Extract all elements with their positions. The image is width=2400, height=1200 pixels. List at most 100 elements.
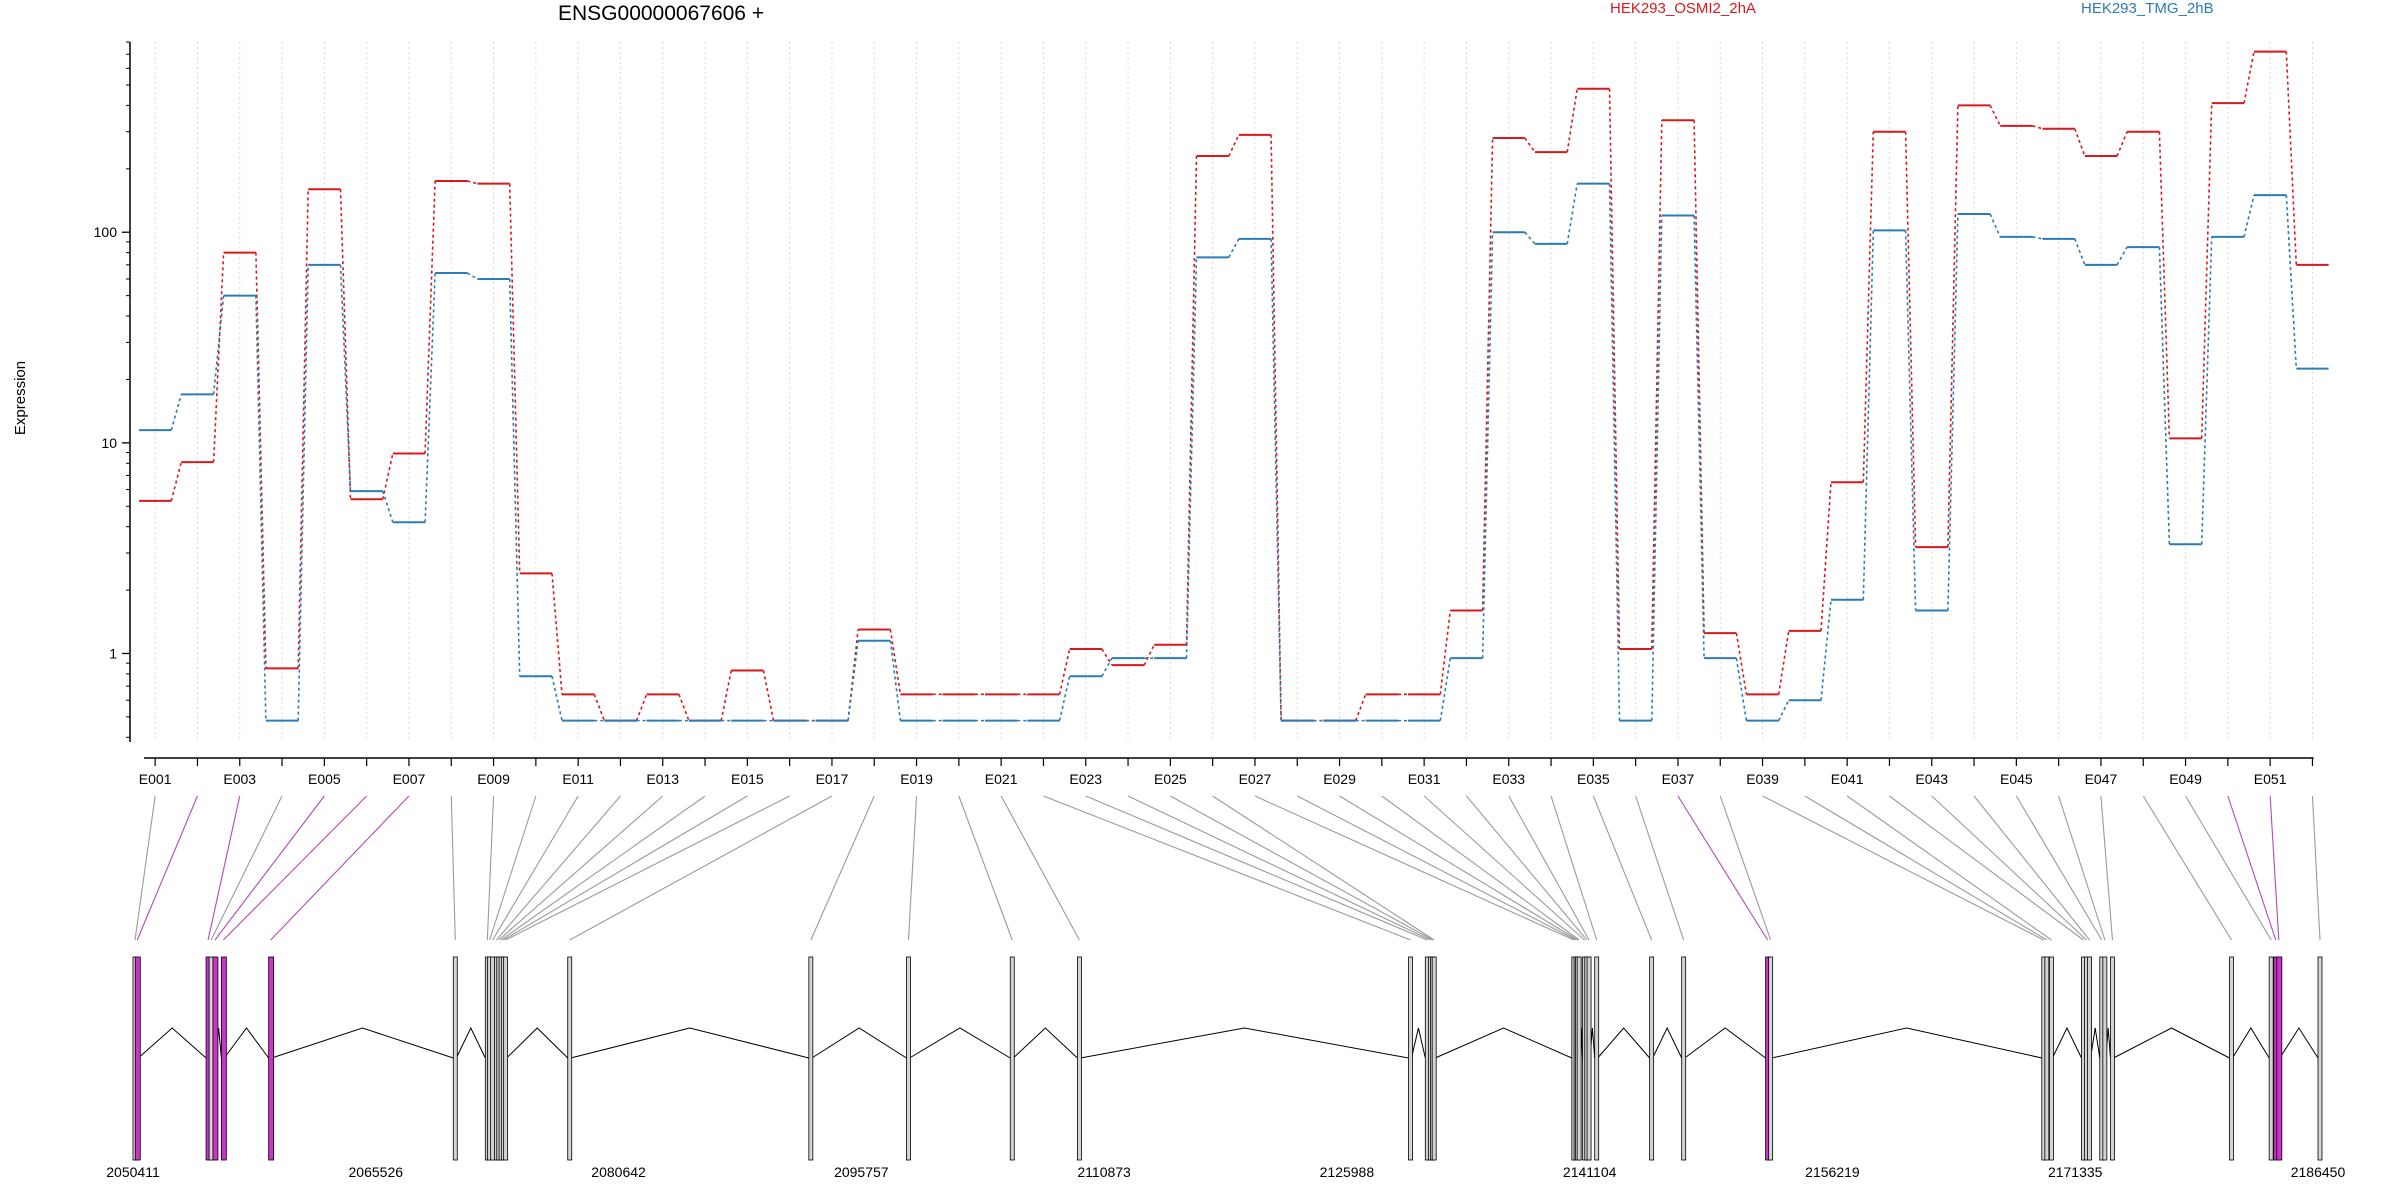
series-0-connector (2116, 131, 2128, 157)
series-0-connector (467, 180, 478, 185)
series-0-connector (1524, 137, 1536, 153)
exon-connector (503, 795, 748, 941)
series-0-connector (720, 670, 732, 721)
intron (1771, 1027, 2042, 1059)
exon-box (567, 956, 573, 1161)
connector-layer (134, 795, 2321, 941)
intron (2232, 1027, 2270, 1059)
series-0-connector (1777, 630, 1790, 695)
exon-box (906, 956, 911, 1161)
series-1-connector (508, 278, 521, 677)
series-0-connector (635, 694, 648, 721)
series-0-connector (2200, 103, 2213, 439)
series-1-connector (889, 640, 902, 721)
exon-connector (2058, 795, 2106, 941)
x-tick-label: E043 (1915, 771, 1948, 787)
series-layer (139, 50, 2329, 722)
exon-box (1408, 956, 1413, 1161)
x-tick-label: E027 (1239, 771, 1272, 787)
series-0-connector (678, 694, 690, 721)
exon-connector (450, 795, 456, 941)
x-tick-label: E041 (1831, 771, 1864, 787)
exon-box (452, 956, 458, 1161)
series-0-connector (1651, 120, 1663, 650)
x-tick-label: E025 (1154, 771, 1187, 787)
exon-box (212, 956, 219, 1161)
series-0-connector (255, 252, 267, 669)
exon-connector (1931, 795, 2087, 941)
genomic-tick-label: 2110873 (1077, 1164, 1131, 1180)
intron (811, 1027, 907, 1059)
page-title: ENSG00000067606 + (558, 2, 765, 25)
x-tick-label: E039 (1746, 771, 1779, 787)
exon-connector (134, 795, 156, 941)
x-tick-label: E035 (1577, 771, 1610, 787)
intron (2051, 1026, 2082, 1059)
exon-connector (2227, 795, 2277, 941)
exon-connector (1550, 795, 1598, 941)
x-tick-label: E013 (646, 771, 679, 787)
exon-box (503, 956, 509, 1161)
axes-layer: 1 10 100 E001 E003 E005 E007 E009 E011 E013 E015 E0… (94, 41, 2314, 787)
exon-box (2110, 956, 2115, 1161)
series-1-connector (1735, 658, 1748, 721)
exon-connector (1762, 795, 2045, 941)
genomic-tick-label: 2171335 (2048, 1164, 2103, 1180)
genomic-tick-label: 2186450 (2291, 1164, 2346, 1180)
intron (1684, 1027, 1766, 1059)
x-tick-label: E003 (223, 771, 256, 787)
x-tick-label: E029 (1323, 771, 1356, 787)
exon-connector (2311, 795, 2321, 941)
exon-connector (1804, 795, 2048, 941)
series-0-connector (1228, 134, 1240, 157)
exon-connector (498, 795, 664, 941)
exon-connector (1339, 795, 1578, 941)
series-0-connector (593, 694, 606, 721)
exon-box (1586, 956, 1592, 1161)
x-tick-label: E011 (562, 771, 594, 787)
exon-connector (210, 795, 283, 941)
series-1-connector (2243, 194, 2255, 238)
series-1-connector (170, 394, 183, 431)
genomic-tick-label: 2156219 (1805, 1164, 1860, 1180)
x-tick-label: E033 (1492, 771, 1525, 787)
exon-box (2044, 956, 2050, 1161)
exon-connector (214, 795, 325, 941)
exon-connector (222, 795, 368, 941)
exon-connector (1635, 795, 1685, 941)
x-tick-label: E007 (393, 771, 426, 787)
intron (570, 1027, 809, 1059)
exon-connector (1043, 795, 1411, 941)
genomic-tick-label: 2095757 (834, 1164, 889, 1180)
series-0-connector (508, 183, 521, 574)
x-tick-label: E005 (308, 771, 341, 787)
series-1-connector (2074, 238, 2086, 266)
x-tick-label: E015 (731, 771, 764, 787)
exon-connector (907, 795, 918, 941)
exon-connector (810, 795, 875, 941)
exon-connector (1719, 795, 1772, 941)
series-1-connector (1101, 657, 1113, 677)
x-tick-label: E047 (2085, 771, 2118, 787)
series-1-connector (1862, 230, 1875, 600)
series-0-connector (1566, 88, 1578, 153)
intron (455, 1026, 486, 1059)
exon-connector (496, 795, 621, 941)
exon-box (2276, 956, 2283, 1161)
exon-connector (958, 795, 1013, 941)
genome-axis-layer: 2050411 2065526 2080642 2095757 2110873 21259… (106, 1164, 2345, 1180)
series-0-connector (1820, 482, 1832, 631)
series-0-connector (1735, 632, 1748, 695)
exon-connector (136, 795, 198, 941)
series-1-connector (1693, 215, 1705, 659)
exon-box (1594, 956, 1600, 1161)
series-0-connector (297, 189, 309, 669)
series-1-connector (1989, 213, 2001, 238)
series-0-connector (1101, 648, 1113, 666)
series-0-connector (1481, 138, 1494, 611)
series-0-connector (889, 629, 902, 695)
exon-connector (1889, 795, 2084, 941)
series-1-connector (1524, 231, 1536, 245)
exon-connector (2142, 795, 2232, 941)
exon-connector (1085, 795, 1428, 941)
